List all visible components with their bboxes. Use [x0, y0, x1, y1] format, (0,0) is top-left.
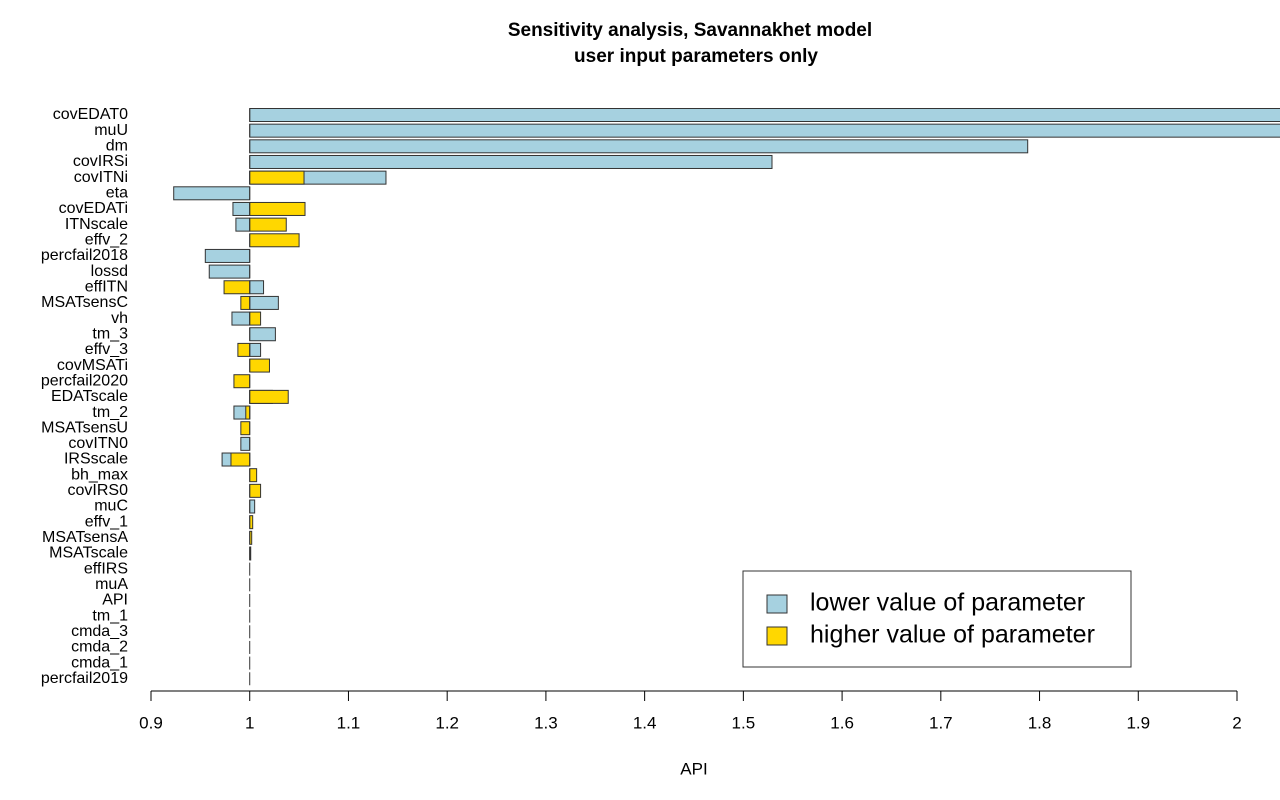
- bar: [237, 342, 251, 357]
- bar: [240, 421, 251, 436]
- y-tick-label: cmda_3: [71, 623, 128, 640]
- x-tick-label: 1.3: [534, 713, 558, 732]
- bar: [249, 389, 289, 404]
- bar: [240, 436, 251, 451]
- y-tick-label: covEDAT0: [53, 106, 128, 123]
- legend-box: [742, 570, 1132, 668]
- x-tick-label: 0.9: [139, 713, 163, 732]
- y-tick-label: percfail2018: [41, 247, 128, 264]
- y-tick-label: eta: [106, 185, 128, 202]
- y-tick-label: ITNscale: [65, 216, 128, 233]
- bar: [249, 358, 270, 373]
- y-tick-label: effv_3: [85, 341, 128, 358]
- y-tick-label: dm: [106, 138, 128, 155]
- y-tick-label: covIRSi: [73, 153, 128, 170]
- y-tick-label: percfail2019: [41, 670, 128, 687]
- y-tick-label: muU: [94, 122, 128, 139]
- x-tick-label: 1.8: [1028, 713, 1052, 732]
- y-tick-label: MSATscale: [49, 545, 128, 562]
- y-tick-label: covMSATi: [57, 357, 128, 374]
- x-tick-label: 1.4: [633, 713, 657, 732]
- y-tick-label: covITNi: [74, 169, 128, 186]
- y-tick-label: EDATscale: [51, 388, 128, 405]
- bar: [249, 280, 265, 295]
- bar: [249, 327, 276, 342]
- bar: [249, 233, 300, 248]
- legend-swatch: [766, 594, 788, 614]
- y-tick-label: tm_3: [92, 325, 128, 342]
- y-tick-label: lossd: [91, 263, 128, 280]
- bar: [249, 139, 1029, 154]
- bar: [208, 264, 251, 279]
- bar: [232, 201, 251, 216]
- y-tick-label: tm_1: [92, 607, 128, 624]
- x-tick-label: 1.9: [1126, 713, 1150, 732]
- chart-title: Sensitivity analysis, Savannakhet model: [508, 20, 872, 41]
- y-tick-label: bh_max: [71, 466, 128, 483]
- y-tick-label: percfail2020: [41, 372, 128, 389]
- chart-subtitle: user input parameters only: [574, 46, 818, 67]
- x-tick-label: 1.2: [435, 713, 459, 732]
- bar: [245, 405, 251, 420]
- bar: [249, 108, 1280, 122]
- x-axis-label: API: [680, 759, 707, 778]
- y-tick-label: effIRS: [84, 560, 128, 577]
- y-tick-label: MSATsensA: [42, 529, 128, 546]
- bar: [230, 452, 251, 467]
- x-tick-label: 2: [1232, 713, 1241, 732]
- y-tick-label: effv_1: [85, 513, 128, 530]
- y-tick-label: effITN: [85, 278, 128, 295]
- x-tick-label: 1: [245, 713, 254, 732]
- x-tick-label: 1.1: [337, 713, 361, 732]
- y-tick-label: muA: [95, 576, 128, 593]
- legend-label: lower value of parameter: [810, 589, 1085, 617]
- bar: [249, 483, 262, 498]
- bar: [249, 342, 262, 357]
- y-tick-label: tm_2: [92, 404, 128, 421]
- y-tick-label: cmda_2: [71, 639, 128, 656]
- y-tick-label: IRSscale: [64, 451, 128, 468]
- bar: [204, 248, 251, 263]
- bar: [249, 154, 773, 169]
- y-tick-label: vh: [111, 310, 128, 327]
- y-tick-label: MSATsensU: [41, 419, 128, 436]
- bar: [235, 217, 251, 232]
- bar: [249, 170, 305, 185]
- y-tick-label: covITN0: [68, 435, 128, 452]
- x-tick-label: 1.7: [929, 713, 953, 732]
- bar: [173, 186, 251, 201]
- bar: [249, 468, 258, 483]
- legend-swatch: [766, 626, 788, 646]
- x-tick-label: 1.6: [830, 713, 854, 732]
- y-tick-label: MSATsensC: [41, 294, 128, 311]
- y-tick-label: cmda_1: [71, 654, 128, 671]
- y-tick-label: covEDATi: [59, 200, 128, 217]
- bar: [249, 499, 256, 514]
- y-tick-label: covIRS0: [68, 482, 129, 499]
- y-tick-label: API: [102, 592, 128, 609]
- bar: [231, 311, 251, 326]
- bar: [249, 311, 262, 326]
- bar: [249, 123, 1280, 138]
- y-tick-label: effv_2: [85, 231, 128, 248]
- x-tick-label: 1.5: [732, 713, 756, 732]
- bar: [240, 295, 251, 310]
- bar: [249, 295, 279, 310]
- bar: [223, 280, 251, 295]
- legend-label: higher value of parameter: [810, 621, 1095, 649]
- bar: [249, 201, 306, 216]
- bar: [233, 374, 251, 389]
- bar: [249, 217, 287, 232]
- y-tick-label: muC: [94, 498, 128, 515]
